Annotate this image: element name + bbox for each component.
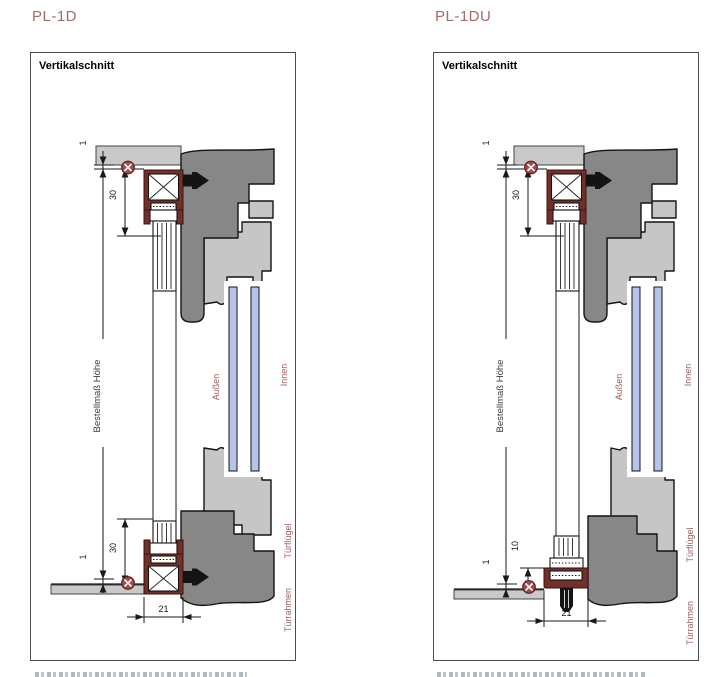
brush-collar xyxy=(149,542,178,555)
caption-clipped-text xyxy=(35,672,247,677)
glass-pane-inner xyxy=(653,286,663,472)
dim-top-gap: 1 xyxy=(481,140,491,145)
dim-rail-width: 21 xyxy=(158,604,168,614)
label-outside: Außen xyxy=(614,374,624,401)
dimension-lines: 1 30 1 30 21 Bestellmaß Höhe xyxy=(78,140,201,623)
label-door-frame: Türrahmen xyxy=(283,588,293,632)
fixing-screw-icon xyxy=(183,172,209,189)
door-frame-top xyxy=(583,148,678,323)
glass-pane-outer xyxy=(228,286,238,472)
fixing-marker-icon xyxy=(524,160,538,175)
dim-bottom-gap: 1 xyxy=(78,554,88,559)
dim-bottom-offset: 30 xyxy=(108,543,118,553)
label-inside: Innen xyxy=(279,364,289,387)
label-outside: Außen xyxy=(211,374,221,401)
door-frame-top xyxy=(180,148,275,323)
brush-seal xyxy=(152,520,177,546)
profile-cheek xyxy=(143,209,151,225)
glass-pane-inner xyxy=(250,286,260,472)
label-order-height: Bestellmaß Höhe xyxy=(495,360,506,433)
drawing-frame: Vertikalschnitt xyxy=(433,52,699,661)
label-door-leaf: Türflügel xyxy=(283,523,293,558)
glass-pane-outer xyxy=(631,286,641,472)
vertical-section-drawing: Vertikalschnitt xyxy=(39,60,293,632)
profile-cheek xyxy=(143,539,151,555)
wall-lintel xyxy=(513,145,585,166)
brush-collar xyxy=(149,209,178,222)
panel-pl-1d: PL-1D Vertikalschnitt xyxy=(30,8,297,661)
wall-lintel xyxy=(95,145,182,166)
panel-title: PL-1D xyxy=(32,8,78,25)
label-door-leaf: Türflügel xyxy=(685,527,695,562)
dim-bottom-offset: 10 xyxy=(510,541,520,551)
leaf-shoe xyxy=(553,535,580,559)
leaf-step xyxy=(651,200,677,219)
glazing-unit xyxy=(224,281,265,477)
fixing-marker-icon xyxy=(121,576,135,590)
door-frame-bottom xyxy=(180,510,275,607)
section-label: Vertikalschnitt xyxy=(442,60,518,72)
label-order-height: Bestellmaß Höhe xyxy=(92,360,103,433)
dim-top-gap: 1 xyxy=(78,140,88,145)
fixing-marker-icon xyxy=(121,160,135,175)
profile-cheek xyxy=(579,209,587,225)
dim-top-offset: 30 xyxy=(108,190,118,200)
label-door-frame: Türrahmen xyxy=(685,601,695,645)
glazing-unit xyxy=(627,281,668,477)
panel-pl-1du: PL-1DU Vertikalschnitt xyxy=(433,8,700,661)
bottom-brush-seal xyxy=(560,588,573,612)
panel-title: PL-1DU xyxy=(435,8,492,25)
fixing-screw-icon xyxy=(586,172,612,189)
drawing-frame: Vertikalschnitt xyxy=(30,52,296,661)
brush-collar xyxy=(552,209,581,222)
dim-rail-width: 21 xyxy=(561,608,571,618)
vertical-section-drawing: Vertikalschnitt xyxy=(442,60,695,645)
section-label: Vertikalschnitt xyxy=(39,60,115,72)
fixing-screw-icon xyxy=(183,568,209,586)
fixing-marker-icon xyxy=(522,580,536,594)
door-frame-bottom xyxy=(587,515,678,607)
profile-cheek xyxy=(176,209,184,225)
leaf-step xyxy=(248,200,274,219)
dim-top-offset: 30 xyxy=(511,190,521,200)
profile-cheek xyxy=(546,209,554,225)
top-rail-assembly xyxy=(546,169,612,292)
top-rail-assembly xyxy=(143,169,209,292)
bottom-rail-assembly xyxy=(143,520,209,595)
label-inside: Innen xyxy=(683,364,693,387)
dimension-lines: 1 30 1 10 21 Bestellmaß Höhe xyxy=(481,140,606,627)
flat-threshold-assembly xyxy=(543,535,589,612)
brush-seal xyxy=(152,220,177,292)
caption-clipped-text xyxy=(437,672,645,677)
profile-cheek xyxy=(176,539,184,555)
brush-seal xyxy=(555,220,580,292)
dim-bottom-gap: 1 xyxy=(481,559,491,564)
